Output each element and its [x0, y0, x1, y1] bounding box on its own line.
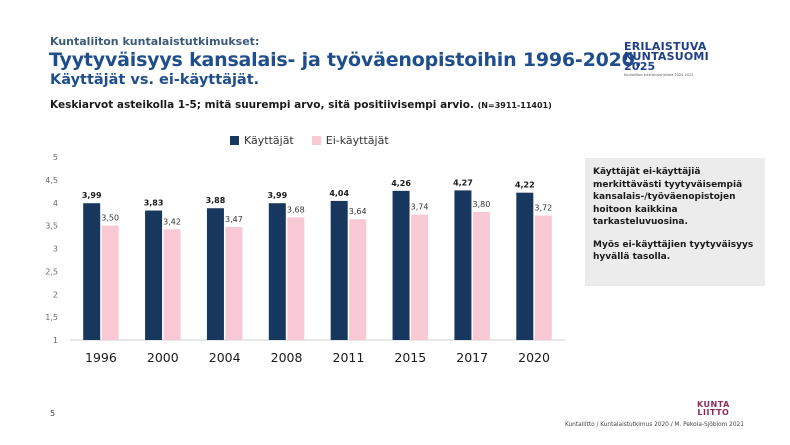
data-label-non-users: 3,50 [101, 214, 119, 223]
bar-chart: 1 1,5 2 2,5 3 3,5 4 4,5 5 3,99 3,50 1996 3,83 3,42 200… [45, 153, 565, 365]
legend-label-non-users: Ei-käyttäjät [325, 134, 389, 147]
bar-users [516, 192, 534, 340]
page-number: 5 [50, 409, 56, 418]
data-label-users: 4,04 [329, 189, 349, 198]
bar-users [145, 210, 163, 340]
data-label-users: 3,99 [82, 191, 102, 200]
scale-description: Keskiarvot asteikolla 1-5; mitä suurempi… [50, 99, 552, 111]
data-label-non-users: 3,68 [287, 205, 305, 214]
y-tick-label: 4,5 [45, 176, 58, 185]
x-tick-label: 2004 [209, 350, 241, 365]
bar-non-users [411, 214, 429, 340]
legend-label-users: Käyttäjät [244, 134, 294, 147]
legend-item-users: Käyttäjät [230, 134, 294, 147]
kuntaliitto-logo: KUNTA LIITTO [697, 401, 730, 417]
y-tick-label: 2,5 [45, 267, 58, 276]
data-label-users: 3,83 [144, 199, 164, 208]
bar-non-users [163, 229, 181, 340]
y-tick-label: 3,5 [45, 222, 58, 231]
org-logo-line-2: LIITTO [697, 408, 730, 417]
x-tick-label: 2000 [147, 350, 179, 365]
x-tick-label: 2020 [518, 350, 550, 365]
data-label-non-users: 3,80 [473, 200, 491, 209]
y-tick-label: 5 [53, 153, 58, 162]
bar-users [330, 200, 348, 340]
bar-users [206, 208, 224, 340]
kicker-text: Kuntaliiton kuntalaistutkimukset: [50, 35, 260, 48]
bar-non-users [287, 217, 305, 340]
bar-users [268, 203, 286, 340]
y-tick-label: 2 [53, 290, 58, 299]
data-label-non-users: 3,72 [534, 204, 552, 213]
bar-users [454, 190, 472, 340]
logo-tagline: Kuntaliiton tutkimusohjelma 2020-2022 [624, 73, 694, 77]
data-label-users: 4,27 [453, 178, 473, 187]
y-tick-label: 4 [53, 199, 58, 208]
bar-users [83, 203, 101, 340]
legend-swatch-non-users [311, 136, 321, 145]
scale-description-text: Keskiarvot asteikolla 1-5; mitä suurempi… [50, 99, 474, 111]
callout-paragraph-1: Käyttäjät ei-käyttäjiä merkittävästi tyy… [593, 167, 743, 227]
logo-line-2: KUNTASUOMI [624, 50, 709, 63]
bar-non-users [534, 215, 552, 340]
bar-non-users [101, 225, 119, 340]
data-label-non-users: 3,64 [349, 207, 367, 216]
data-label-non-users: 3,74 [411, 203, 429, 212]
y-tick-label: 1 [53, 336, 58, 345]
data-label-non-users: 3,42 [163, 217, 181, 226]
program-logo: ERILAISTUVA KUNTASUOMI 2025 Kuntaliiton … [624, 40, 744, 77]
y-tick-label: 1,5 [45, 313, 58, 322]
bar-non-users [349, 219, 367, 340]
data-label-users: 4,26 [391, 179, 411, 188]
sample-size: (N=3911-11401) [477, 101, 552, 110]
data-label-non-users: 3,47 [225, 215, 243, 224]
bar-users [392, 190, 410, 340]
x-tick-label: 2017 [456, 350, 488, 365]
x-tick-label: 1996 [85, 350, 117, 365]
bar-non-users [472, 211, 490, 340]
source-footer: Kuntaliitto / Kuntalaistutkimus 2020 / M… [565, 422, 744, 428]
bar-non-users [225, 226, 243, 340]
callout-box: Käyttäjät ei-käyttäjiä merkittävästi tyy… [585, 158, 765, 286]
logo-line-3: 2025 [624, 60, 656, 73]
y-tick-label: 3 [53, 245, 58, 254]
x-tick-label: 2008 [271, 350, 303, 365]
data-label-users: 3,88 [206, 196, 226, 205]
legend-item-non-users: Ei-käyttäjät [311, 134, 389, 147]
logo-line-1: ERILAISTUVA [624, 40, 707, 53]
x-tick-label: 2011 [333, 350, 365, 365]
legend-swatch-users [230, 136, 239, 145]
chart-legend: Käyttäjät Ei-käyttäjät [230, 134, 389, 147]
page-title: Tyytyväisyys kansalais- ja työväenopisto… [49, 49, 642, 71]
data-label-users: 3,99 [267, 191, 287, 200]
org-logo-line-1: KUNTA [697, 400, 730, 409]
page-subtitle: Käyttäjät vs. ei-käyttäjät. [50, 72, 260, 88]
data-label-users: 4,22 [515, 181, 535, 190]
callout-paragraph-2: Myös ei-käyttäjien tyytyväisyys hyvällä … [593, 239, 754, 263]
x-tick-label: 2015 [394, 350, 426, 365]
